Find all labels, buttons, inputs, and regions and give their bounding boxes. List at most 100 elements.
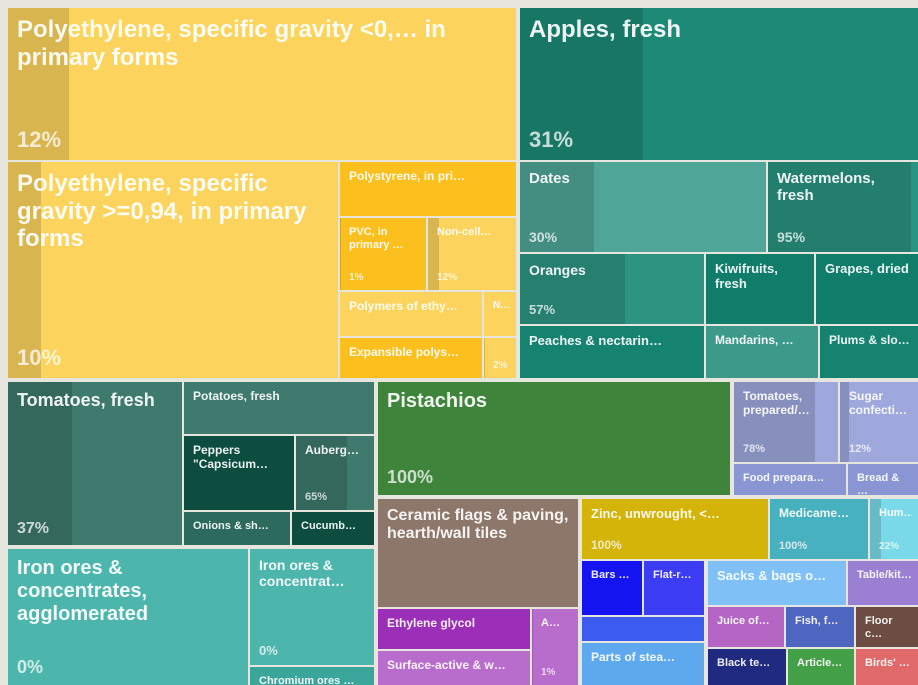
tile-label: Polymers of ethy… — [349, 300, 458, 313]
tile-label: Pistachios — [387, 390, 488, 412]
tile: Sugar confecti… 12% — [840, 382, 918, 462]
tile-label: Parts of stea… — [591, 651, 676, 664]
tile-label: Table/kit… — [857, 569, 912, 581]
tile-value: 0% — [259, 643, 278, 658]
tile-value: 2% — [493, 360, 508, 371]
share-bar — [8, 382, 73, 545]
tile-value: 57% — [529, 302, 556, 317]
tile-label: Polystyrene, in pri… — [349, 170, 466, 183]
tile-value: 1% — [541, 667, 556, 678]
tile: Floor c… — [856, 607, 918, 647]
tile: Tomatoes, prepared/… 78% — [734, 382, 838, 462]
tile-value: 100% — [779, 540, 808, 552]
tile: Article… — [788, 649, 854, 685]
tile-label: Flat-r… — [653, 569, 692, 581]
share-bar — [8, 162, 41, 378]
tile-label: Medicame… — [779, 507, 850, 520]
tile-value: 95% — [777, 229, 806, 245]
tile: Juice of… — [708, 607, 784, 647]
tile: Parts of stea… — [582, 643, 704, 685]
tile-label: Iron ores & concentrates, agglomerated — [17, 557, 149, 625]
tile-label: Peaches & nectarin… — [529, 334, 662, 348]
tile: Zinc, unwrought, <… 100% — [582, 499, 768, 559]
tile: Pistachios 100% — [378, 382, 730, 495]
tile-label: Bread & … — [857, 472, 900, 495]
tile: Ceramic flags & paving, hearth/wall tile… — [378, 499, 578, 607]
share-bar — [768, 162, 911, 252]
tile: Onions & sh… — [184, 512, 290, 545]
tile: Sacks & bags o… — [708, 561, 846, 605]
share-bar — [296, 436, 347, 510]
tile-label: Non-cell… — [437, 226, 492, 238]
tile-value: 100% — [591, 538, 622, 552]
tile: Polymers of ethy… — [340, 292, 482, 336]
tile-value: 12% — [17, 127, 62, 152]
tile: Peaches & nectarin… — [520, 326, 704, 378]
tile: Plums & slo… — [820, 326, 918, 378]
tile-label: Fish, f… — [795, 615, 839, 627]
share-bar — [8, 8, 69, 160]
tile: Fish, f… — [786, 607, 854, 647]
tile: Black te… — [708, 649, 786, 685]
tile-label: Dates — [529, 170, 570, 187]
share-bar — [840, 382, 850, 462]
tile: Food prepara… — [734, 464, 846, 495]
share-bar — [520, 8, 644, 160]
tile-value: 0% — [17, 657, 44, 677]
tile-value: 100% — [387, 467, 434, 487]
tile-label: Oranges — [529, 262, 586, 278]
tile-label: Food prepara… — [743, 472, 825, 484]
tile: Expansible polys… — [340, 338, 482, 378]
tile: Ethylene glycol — [378, 609, 530, 649]
tile: Polyethylene, specific gravity >=0,94, i… — [8, 162, 338, 378]
tile-label: Onions & sh… — [193, 520, 269, 532]
tile-label: Zinc, unwrought, <… — [591, 507, 720, 521]
share-bar — [484, 338, 485, 378]
tile-value: 65% — [305, 491, 328, 503]
tile: Oranges 57% — [520, 254, 704, 324]
tile: Watermelons, fresh 95% — [768, 162, 918, 252]
tile: Table/kit… — [848, 561, 918, 605]
tile: N… — [484, 292, 516, 336]
tile-label: Surface-active & w… — [387, 659, 506, 672]
tile-value: 12% — [437, 272, 458, 283]
tile-label: Watermelons, fresh — [777, 170, 875, 205]
tile-label: A… — [541, 617, 560, 629]
tile: Apples, fresh 31% — [520, 8, 918, 160]
tile: Potatoes, fresh — [184, 382, 374, 434]
tile-label: Ceramic flags & paving, hearth/wall tile… — [387, 507, 569, 543]
tile-label: Bars … — [591, 569, 630, 581]
tile-label: Sacks & bags o… — [717, 569, 827, 583]
tile: Cucumb… — [292, 512, 374, 545]
tile-label: Black te… — [717, 657, 771, 669]
tile: Auberg… 65% — [296, 436, 374, 510]
share-bar — [734, 382, 816, 462]
tile: A… 1% — [532, 609, 578, 685]
tile: Bars … — [582, 561, 642, 615]
tile-value: 1% — [349, 272, 364, 283]
tile-label: Cucumb… — [301, 520, 356, 532]
tile: Grapes, dried — [816, 254, 918, 324]
tile: Iron ores & concentrat… 0% — [250, 549, 374, 665]
tile-label: Kiwifruits, fresh — [715, 262, 778, 291]
tile-value: 12% — [849, 443, 872, 455]
tile-label: Grapes, dried — [825, 262, 909, 276]
tile-label: Floor c… — [865, 615, 893, 640]
tile-label: Iron ores & concentrat… — [259, 557, 345, 590]
tile-label: Polyethylene, specific gravity <0,… in p… — [17, 16, 446, 71]
share-bar — [770, 499, 868, 559]
tile: Tomatoes, fresh 37% — [8, 382, 182, 545]
tile: Dates 30% — [520, 162, 766, 252]
tile-label: Article… — [797, 657, 843, 669]
tile-label: N… — [493, 300, 510, 311]
tile-label: Chromium ores … — [259, 675, 355, 685]
share-bar — [870, 499, 881, 559]
tile-value: 30% — [529, 229, 558, 245]
tile: Kiwifruits, fresh — [706, 254, 814, 324]
tile-label: Tomatoes, prepared/… — [743, 390, 810, 417]
tile-label: Tomatoes, fresh — [17, 390, 155, 410]
tile: Medicame… 100% — [770, 499, 868, 559]
tile: PVC, in primary … 1% — [340, 218, 426, 290]
tile-value: 37% — [17, 520, 50, 537]
